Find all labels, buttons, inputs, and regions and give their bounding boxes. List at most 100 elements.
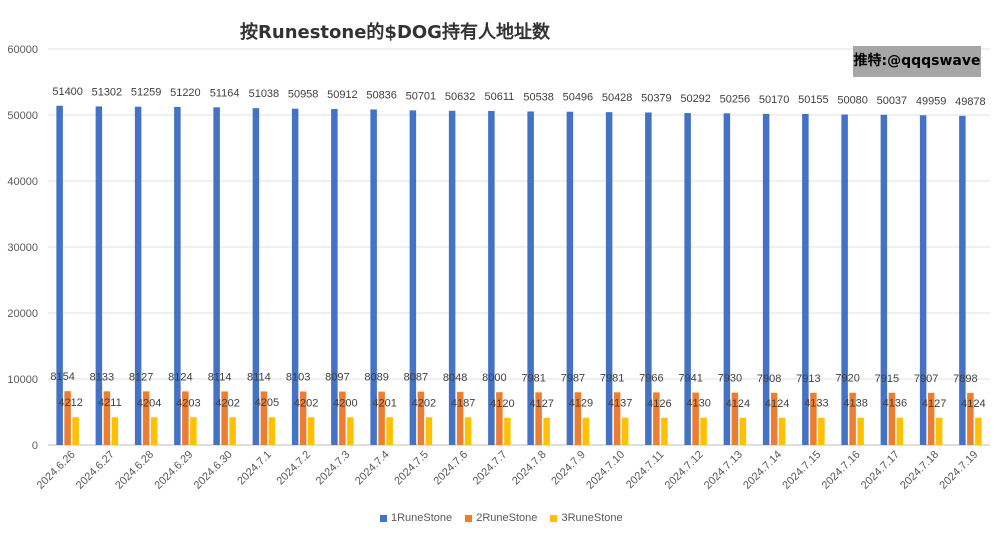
data-label: 8000 [482,372,506,384]
data-label: 50292 [680,93,711,105]
bar-1runestone [370,109,377,446]
bar-1runestone [134,106,142,445]
bar-3runestone [268,417,276,445]
data-label: 4127 [922,398,946,410]
data-label: 50170 [759,94,790,106]
bar-1runestone [448,110,456,445]
data-label: 8048 [443,372,467,384]
bar-2runestone [653,392,660,445]
bar-2runestone [339,391,346,445]
twitter-badge: 推特:@qqqswave [853,46,981,77]
data-label: 50836 [366,89,397,101]
bar-1runestone [331,108,338,445]
bar-2runestone [221,391,228,445]
x-tick-label: 2024.7.3 [314,449,353,488]
data-label: 4201 [372,397,396,409]
legend-swatch-3runestone [550,514,558,522]
legend-label-1runestone: 1RuneStone [391,512,453,525]
bar-2runestone [378,391,385,445]
data-label: 7987 [561,372,585,384]
bar-3runestone [190,417,197,445]
data-label: 7915 [875,373,899,385]
x-tick-label: 2024.7.9 [549,449,588,488]
bar-2runestone [613,392,621,445]
data-label: 4124 [726,398,750,410]
data-label: 8154 [50,371,74,383]
bar-2runestone [299,391,307,445]
y-tick-label: 50000 [7,110,38,122]
data-label: 7966 [639,372,663,384]
legend-item-1runestone: 1RuneStone [380,512,452,524]
data-label: 4200 [333,397,357,409]
data-label: 8114 [247,371,271,383]
x-tick-label: 2024.7.12 [663,449,706,492]
data-label: 4133 [804,398,828,410]
bar-3runestone [386,417,393,445]
bar-2runestone [849,392,856,445]
x-tick-label: 2024.7.15 [780,449,823,492]
data-label: 51302 [92,86,123,98]
data-label: 50496 [563,92,594,104]
bar-2runestone [142,391,150,445]
bar-2runestone [810,392,817,445]
bar-2runestone [182,391,189,445]
data-label: 50538 [523,91,554,103]
data-label: 4136 [883,398,907,410]
data-label: 50428 [602,92,633,104]
data-label: 49878 [955,96,986,108]
bar-3runestone [661,417,668,445]
data-label: 7920 [835,373,859,385]
bar-3runestone [700,417,707,445]
bar-1runestone [566,111,574,445]
bar-1runestone [174,106,181,445]
bar-3runestone [307,417,315,445]
data-label: 8103 [286,372,310,384]
bar-2runestone [967,392,974,445]
data-label: 4138 [843,398,867,410]
data-label: 51038 [249,88,280,100]
bar-3runestone [543,417,550,445]
bar-1runestone [291,108,299,446]
bar-3runestone [621,417,629,445]
bar-2runestone [103,391,111,445]
x-tick-label: 2024.7.11 [624,449,667,492]
data-label: 7941 [678,373,702,385]
chart-title: 按Runestone的$DOG持有人地址数 [240,22,550,43]
data-label: 4126 [647,398,671,410]
x-tick-label: 2024.7.13 [702,449,745,492]
x-tick-label: 2024.7.16 [820,449,863,492]
data-label: 51220 [170,87,201,99]
data-label: 50155 [798,94,829,106]
y-tick-label: 40000 [7,176,38,188]
data-label: 4204 [137,397,161,409]
bar-2runestone [535,392,542,445]
x-tick-label: 2024.6.30 [192,449,235,492]
bar-2runestone [574,392,582,445]
data-label: 4212 [58,397,82,409]
data-label: 50958 [288,89,319,101]
data-label: 8097 [325,372,349,384]
data-label: 8089 [364,372,388,384]
x-tick-label: 2024.7.1 [235,449,274,488]
x-tick-label: 2024.7.18 [898,449,941,492]
bar-2runestone [927,392,935,445]
data-label: 4137 [608,398,632,410]
data-label: 4202 [412,397,436,409]
bar-1runestone [409,110,417,445]
bar-3runestone [72,417,79,445]
data-label: 50080 [837,94,868,106]
bar-2runestone [64,391,71,445]
bar-1runestone [841,114,848,446]
data-label: 7930 [718,373,742,385]
data-label: 51164 [210,87,240,99]
bar-1runestone [723,113,731,446]
data-label: 50256 [720,93,751,105]
data-label: 4205 [255,397,279,409]
data-label: 4202 [215,397,239,409]
y-tick-label: 30000 [7,242,38,254]
bar-3runestone [111,417,119,445]
data-label: 7913 [796,373,820,385]
bar-3runestone [464,417,472,445]
data-label: 4130 [686,398,710,410]
